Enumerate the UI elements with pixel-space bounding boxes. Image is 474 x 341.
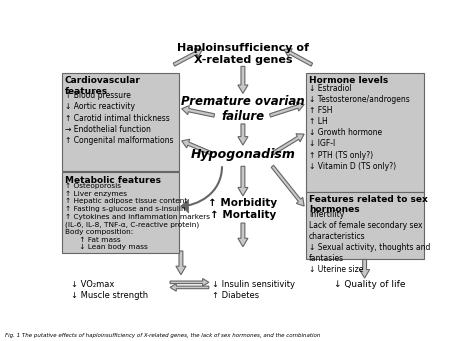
Polygon shape <box>238 66 248 93</box>
Text: ↓ VO₂max
↓ Muscle strength: ↓ VO₂max ↓ Muscle strength <box>71 280 148 300</box>
Polygon shape <box>238 124 248 145</box>
Polygon shape <box>272 134 304 155</box>
Polygon shape <box>270 102 304 117</box>
Polygon shape <box>284 49 312 66</box>
Polygon shape <box>271 165 304 206</box>
FancyBboxPatch shape <box>306 73 423 192</box>
Text: ↑ Blood pressure
↓ Aortic reactivity
↑ Carotid intimal thickness
→ Endothelial f: ↑ Blood pressure ↓ Aortic reactivity ↑ C… <box>64 91 173 145</box>
Text: ↑ Osteoporosis
↑ Liver enzymes
↑ Hepatic adipose tissue content
↑ Fasting s-gluc: ↑ Osteoporosis ↑ Liver enzymes ↑ Hepatic… <box>64 183 210 250</box>
Polygon shape <box>181 199 189 213</box>
FancyBboxPatch shape <box>62 73 179 170</box>
Text: ↓ Insulin sensitivity
↑ Diabetes: ↓ Insulin sensitivity ↑ Diabetes <box>212 280 295 300</box>
Polygon shape <box>182 105 215 117</box>
Text: Premature ovarian
failure: Premature ovarian failure <box>181 95 305 123</box>
Polygon shape <box>176 251 186 275</box>
Text: Hypogonadism: Hypogonadism <box>191 148 295 161</box>
Text: ↓ Quality of life: ↓ Quality of life <box>334 280 406 289</box>
Text: Haploinsufficiency of
X-related genes: Haploinsufficiency of X-related genes <box>177 43 309 65</box>
Text: ↓ Estradiol
↓ Testosterone/androgens
↑ FSH
↑ LH
↓ Growth hormone
↓ IGF-I
↑ PTH (: ↓ Estradiol ↓ Testosterone/androgens ↑ F… <box>309 84 410 170</box>
Polygon shape <box>173 48 202 66</box>
Polygon shape <box>238 223 248 247</box>
Polygon shape <box>182 139 212 155</box>
Polygon shape <box>360 260 370 278</box>
Text: Hormone levels: Hormone levels <box>309 76 388 86</box>
Text: Fig. 1 The putative effects of haploinsufficiency of X-related genes, the lack o: Fig. 1 The putative effects of haploinsu… <box>5 332 320 338</box>
Text: Features related to sex
hormones: Features related to sex hormones <box>309 195 428 214</box>
Polygon shape <box>170 279 209 286</box>
Polygon shape <box>170 284 209 291</box>
Text: Cardiovascular
features: Cardiovascular features <box>64 76 141 96</box>
Polygon shape <box>238 166 248 196</box>
Text: Infertility
Lack of female secondary sex
characteristics
↓ Sexual activity, thou: Infertility Lack of female secondary sex… <box>309 210 430 275</box>
Text: ↑ Morbidity
↑ Mortality: ↑ Morbidity ↑ Mortality <box>209 198 277 220</box>
FancyBboxPatch shape <box>306 192 423 260</box>
Text: Metabolic features: Metabolic features <box>64 176 161 184</box>
FancyBboxPatch shape <box>62 172 179 253</box>
